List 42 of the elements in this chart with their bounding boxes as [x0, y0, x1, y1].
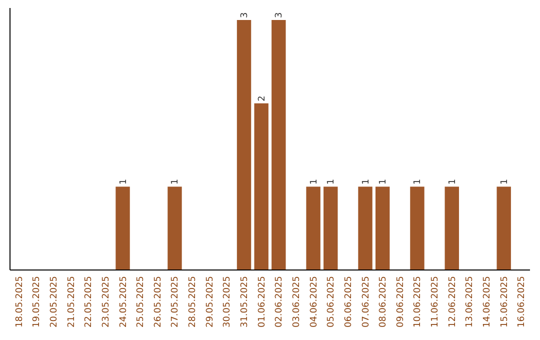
- x-tick-label: 10.06.2025: [413, 276, 424, 328]
- x-tick-label: 31.05.2025: [240, 276, 250, 328]
- x-tick-label: 12.06.2025: [448, 276, 458, 328]
- x-tick-label: 16.06.2025: [517, 276, 528, 328]
- x-tick-label: 29.05.2025: [205, 276, 216, 328]
- x-tick-label: 20.05.2025: [49, 276, 60, 328]
- x-tick-label: 11.06.2025: [430, 276, 441, 328]
- data-label: 1: [378, 178, 389, 185]
- data-label: 1: [448, 178, 458, 185]
- data-label: 1: [361, 178, 372, 185]
- x-tick-label: 03.06.2025: [292, 276, 302, 328]
- x-tick-label: 01.06.2025: [257, 276, 268, 328]
- x-tick-label: 02.06.2025: [274, 276, 285, 328]
- x-tick-label: 23.05.2025: [101, 276, 112, 328]
- data-label: 1: [326, 178, 337, 185]
- x-tick-label: 28.05.2025: [188, 276, 198, 328]
- x-tick-label: 25.05.2025: [136, 276, 146, 328]
- data-label: 1: [170, 178, 181, 185]
- x-tick-label: 19.05.2025: [32, 276, 42, 328]
- x-tick-label: 06.06.2025: [344, 276, 354, 328]
- x-tick-label: 26.05.2025: [153, 276, 164, 328]
- x-tick-label: 08.06.2025: [378, 276, 389, 328]
- data-label: 2: [257, 96, 268, 102]
- x-tick-label: 18.05.2025: [14, 276, 25, 328]
- x-tick-label: 05.06.2025: [326, 276, 337, 328]
- x-tick-label: 27.05.2025: [170, 276, 181, 328]
- x-tick-label: 07.06.2025: [361, 276, 372, 328]
- x-tick-label: 14.06.2025: [482, 276, 493, 328]
- x-tick-label: 09.06.2025: [396, 276, 406, 328]
- data-label: 3: [274, 12, 285, 18]
- x-tick-label: 21.05.2025: [66, 276, 77, 328]
- data-label: 1: [500, 178, 510, 185]
- x-tick-label: 30.05.2025: [222, 276, 233, 328]
- data-label: 1: [118, 178, 129, 185]
- x-tick-label: 13.06.2025: [465, 276, 476, 328]
- x-tick-label: 24.05.2025: [118, 276, 129, 328]
- data-label: 1: [413, 178, 424, 185]
- data-label: 3: [240, 12, 250, 18]
- data-label: 1: [309, 178, 320, 185]
- x-tick-label: 15.06.2025: [500, 276, 510, 328]
- x-tick-label: 04.06.2025: [309, 276, 320, 328]
- x-tick-label: 22.05.2025: [84, 276, 94, 328]
